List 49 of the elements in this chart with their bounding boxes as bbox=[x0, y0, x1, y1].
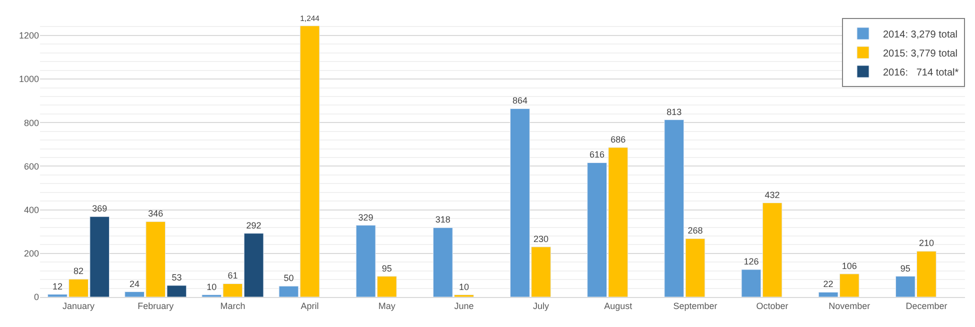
data-label: 106 bbox=[842, 260, 857, 271]
data-label: 24 bbox=[130, 278, 140, 289]
y-tick-label: 200 bbox=[24, 248, 39, 259]
data-label: 346 bbox=[148, 208, 164, 219]
data-label: 12 bbox=[52, 281, 62, 292]
data-label: 268 bbox=[688, 226, 703, 236]
data-label: 82 bbox=[74, 266, 84, 276]
data-label: 432 bbox=[764, 190, 780, 200]
y-tick-label: 0 bbox=[34, 292, 39, 302]
x-tick-label: December bbox=[906, 300, 948, 311]
legend-label: 2016: 714 total* bbox=[883, 67, 959, 78]
data-label: 686 bbox=[610, 134, 626, 144]
data-label: 318 bbox=[435, 214, 450, 225]
data-label: 10 bbox=[458, 282, 469, 292]
data-label: 50 bbox=[284, 273, 294, 284]
x-tick-label: September bbox=[673, 300, 718, 311]
data-label: 95 bbox=[382, 263, 392, 274]
legend-label: 2014: 3,279 total bbox=[883, 29, 958, 40]
x-tick-label: March bbox=[220, 300, 246, 311]
x-tick-label: August bbox=[604, 300, 633, 311]
data-label: 95 bbox=[900, 263, 910, 274]
data-label: 53 bbox=[172, 272, 182, 282]
y-tick-label: 400 bbox=[24, 204, 39, 215]
x-tick-label: April bbox=[300, 300, 319, 311]
x-tick-label: November bbox=[828, 300, 870, 311]
data-label: 1,244 bbox=[300, 14, 320, 24]
data-label: 369 bbox=[92, 204, 108, 214]
data-label: 126 bbox=[744, 256, 759, 267]
x-tick-label: October bbox=[756, 300, 788, 311]
data-label: 864 bbox=[512, 96, 528, 106]
y-tick-label: 800 bbox=[24, 118, 39, 128]
data-label: 22 bbox=[823, 279, 834, 290]
data-label: 230 bbox=[534, 234, 549, 244]
x-tick-label: June bbox=[454, 300, 474, 311]
y-tick-label: 600 bbox=[24, 161, 39, 172]
x-tick-label: July bbox=[533, 300, 550, 311]
data-label: 329 bbox=[358, 212, 374, 222]
legend-label: 2015: 3,779 total bbox=[883, 48, 958, 60]
data-label: 210 bbox=[918, 238, 934, 248]
x-tick-label: January bbox=[62, 300, 96, 311]
data-label: 616 bbox=[590, 150, 605, 160]
y-tick-label: 1200 bbox=[18, 30, 39, 41]
data-label: 61 bbox=[228, 270, 238, 281]
x-tick-label: February bbox=[138, 300, 174, 311]
x-tick-label: May bbox=[378, 300, 396, 311]
data-label: 292 bbox=[246, 220, 262, 230]
data-label: 10 bbox=[206, 282, 217, 292]
data-label: 813 bbox=[666, 106, 682, 117]
y-tick-label: 1000 bbox=[18, 74, 39, 84]
